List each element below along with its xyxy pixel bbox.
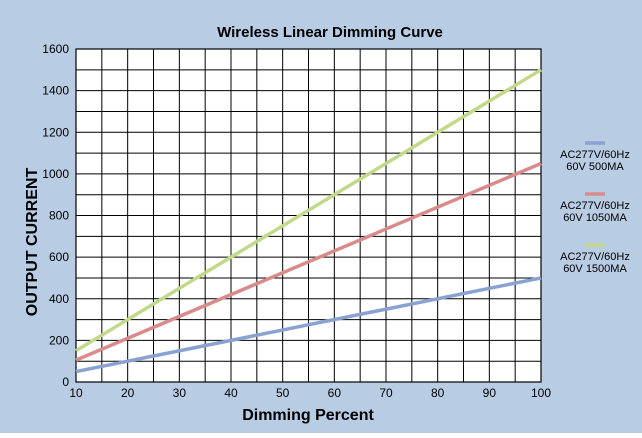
legend-label: 60V 1500MA bbox=[563, 263, 627, 275]
legend-label: AC277V/60Hz bbox=[560, 251, 630, 263]
grid bbox=[75, 48, 542, 383]
series-line-2 bbox=[75, 161, 542, 362]
x-tick-label: 60 bbox=[328, 386, 342, 400]
y-tick-label: 1200 bbox=[42, 125, 69, 139]
y-tick-label: 600 bbox=[49, 250, 69, 264]
x-tick-label: 50 bbox=[276, 386, 290, 400]
y-axis-ticks: 0 200 400 600 800 1000 1200 1400 1600 bbox=[42, 42, 69, 389]
x-tick-label: 80 bbox=[431, 386, 445, 400]
x-tick-label: 100 bbox=[531, 386, 551, 400]
legend-label: 60V 1050MA bbox=[563, 212, 627, 224]
x-tick-label: 20 bbox=[121, 386, 135, 400]
legend-label: AC277V/60Hz bbox=[560, 200, 630, 212]
x-tick-label: 90 bbox=[483, 386, 497, 400]
x-axis-ticks: 10 20 30 40 50 60 70 80 90 100 bbox=[69, 386, 551, 400]
series-line-3 bbox=[75, 68, 542, 353]
series-line-1 bbox=[75, 276, 542, 374]
y-tick-label: 400 bbox=[49, 292, 69, 306]
x-axis-label: Dimming Percent bbox=[242, 407, 374, 424]
x-tick-label: 40 bbox=[224, 386, 238, 400]
legend-label: AC277V/60Hz bbox=[560, 149, 630, 161]
y-tick-label: 1400 bbox=[42, 84, 69, 98]
legend-label: 60V 500MA bbox=[566, 161, 624, 173]
x-tick-label: 10 bbox=[69, 386, 83, 400]
y-tick-label: 1600 bbox=[42, 42, 69, 56]
chart-title: Wireless Linear Dimming Curve bbox=[217, 24, 443, 41]
y-tick-label: 800 bbox=[49, 209, 69, 223]
x-tick-label: 30 bbox=[173, 386, 187, 400]
x-tick-label: 70 bbox=[379, 386, 393, 400]
series-lines bbox=[75, 68, 542, 374]
plot-border bbox=[75, 48, 542, 383]
y-tick-label: 200 bbox=[49, 333, 69, 347]
y-tick-label: 0 bbox=[62, 375, 69, 389]
y-axis-label: OUTPUT CURRENT bbox=[24, 168, 41, 317]
y-tick-label: 1000 bbox=[42, 167, 69, 181]
